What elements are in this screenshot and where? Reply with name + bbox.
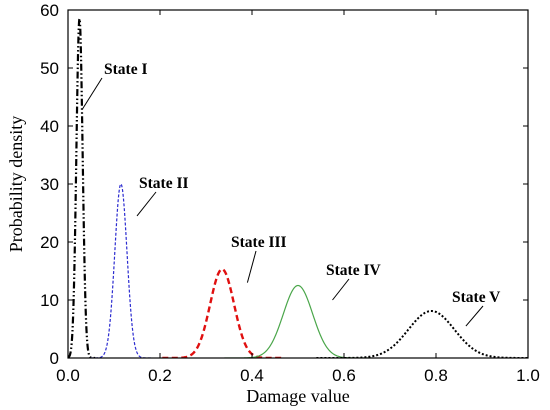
y-tick-label: 10 xyxy=(40,291,59,310)
y-tick-label: 0 xyxy=(50,349,59,368)
x-tick-label: 0.0 xyxy=(56,366,80,385)
ticks-layer: 0.0 0.2 0.4 0.6 0.8 1.0 0 10 20 30 40 50 60 xyxy=(40,1,540,385)
annotation-leader-line xyxy=(136,191,157,217)
annotations-layer: State I State II State III State IV State V xyxy=(82,61,501,327)
series-curve-3 xyxy=(162,268,282,358)
y-tick-label: 20 xyxy=(40,233,59,252)
y-tick-label: 30 xyxy=(40,175,59,194)
annotation-leader-line xyxy=(82,77,103,109)
x-tick-label: 1.0 xyxy=(516,366,540,385)
y-tick-label: 50 xyxy=(40,59,59,78)
y-tick-label: 60 xyxy=(40,1,59,20)
x-tick-label: 0.6 xyxy=(332,366,356,385)
annotation-label: State III xyxy=(231,234,287,251)
series-curve-2 xyxy=(90,183,152,358)
x-tick-label: 0.2 xyxy=(148,366,172,385)
annotation-label: State I xyxy=(104,61,147,78)
annotation-leader-line xyxy=(465,305,484,327)
series-curve-1 xyxy=(68,16,96,358)
x-tick-label: 0.4 xyxy=(240,366,264,385)
annotation-leader-line xyxy=(332,278,350,301)
annotation-label: State V xyxy=(452,289,501,306)
annotation-leader-line xyxy=(246,250,257,283)
y-tick-label: 40 xyxy=(40,117,59,136)
x-tick-label: 0.8 xyxy=(424,366,448,385)
annotation-label: State II xyxy=(139,175,189,192)
annotation-label: State IV xyxy=(326,262,381,279)
series-curve-5 xyxy=(316,310,528,358)
x-axis-title: Damage value xyxy=(246,386,349,406)
y-axis-title: Probability density xyxy=(6,116,26,253)
